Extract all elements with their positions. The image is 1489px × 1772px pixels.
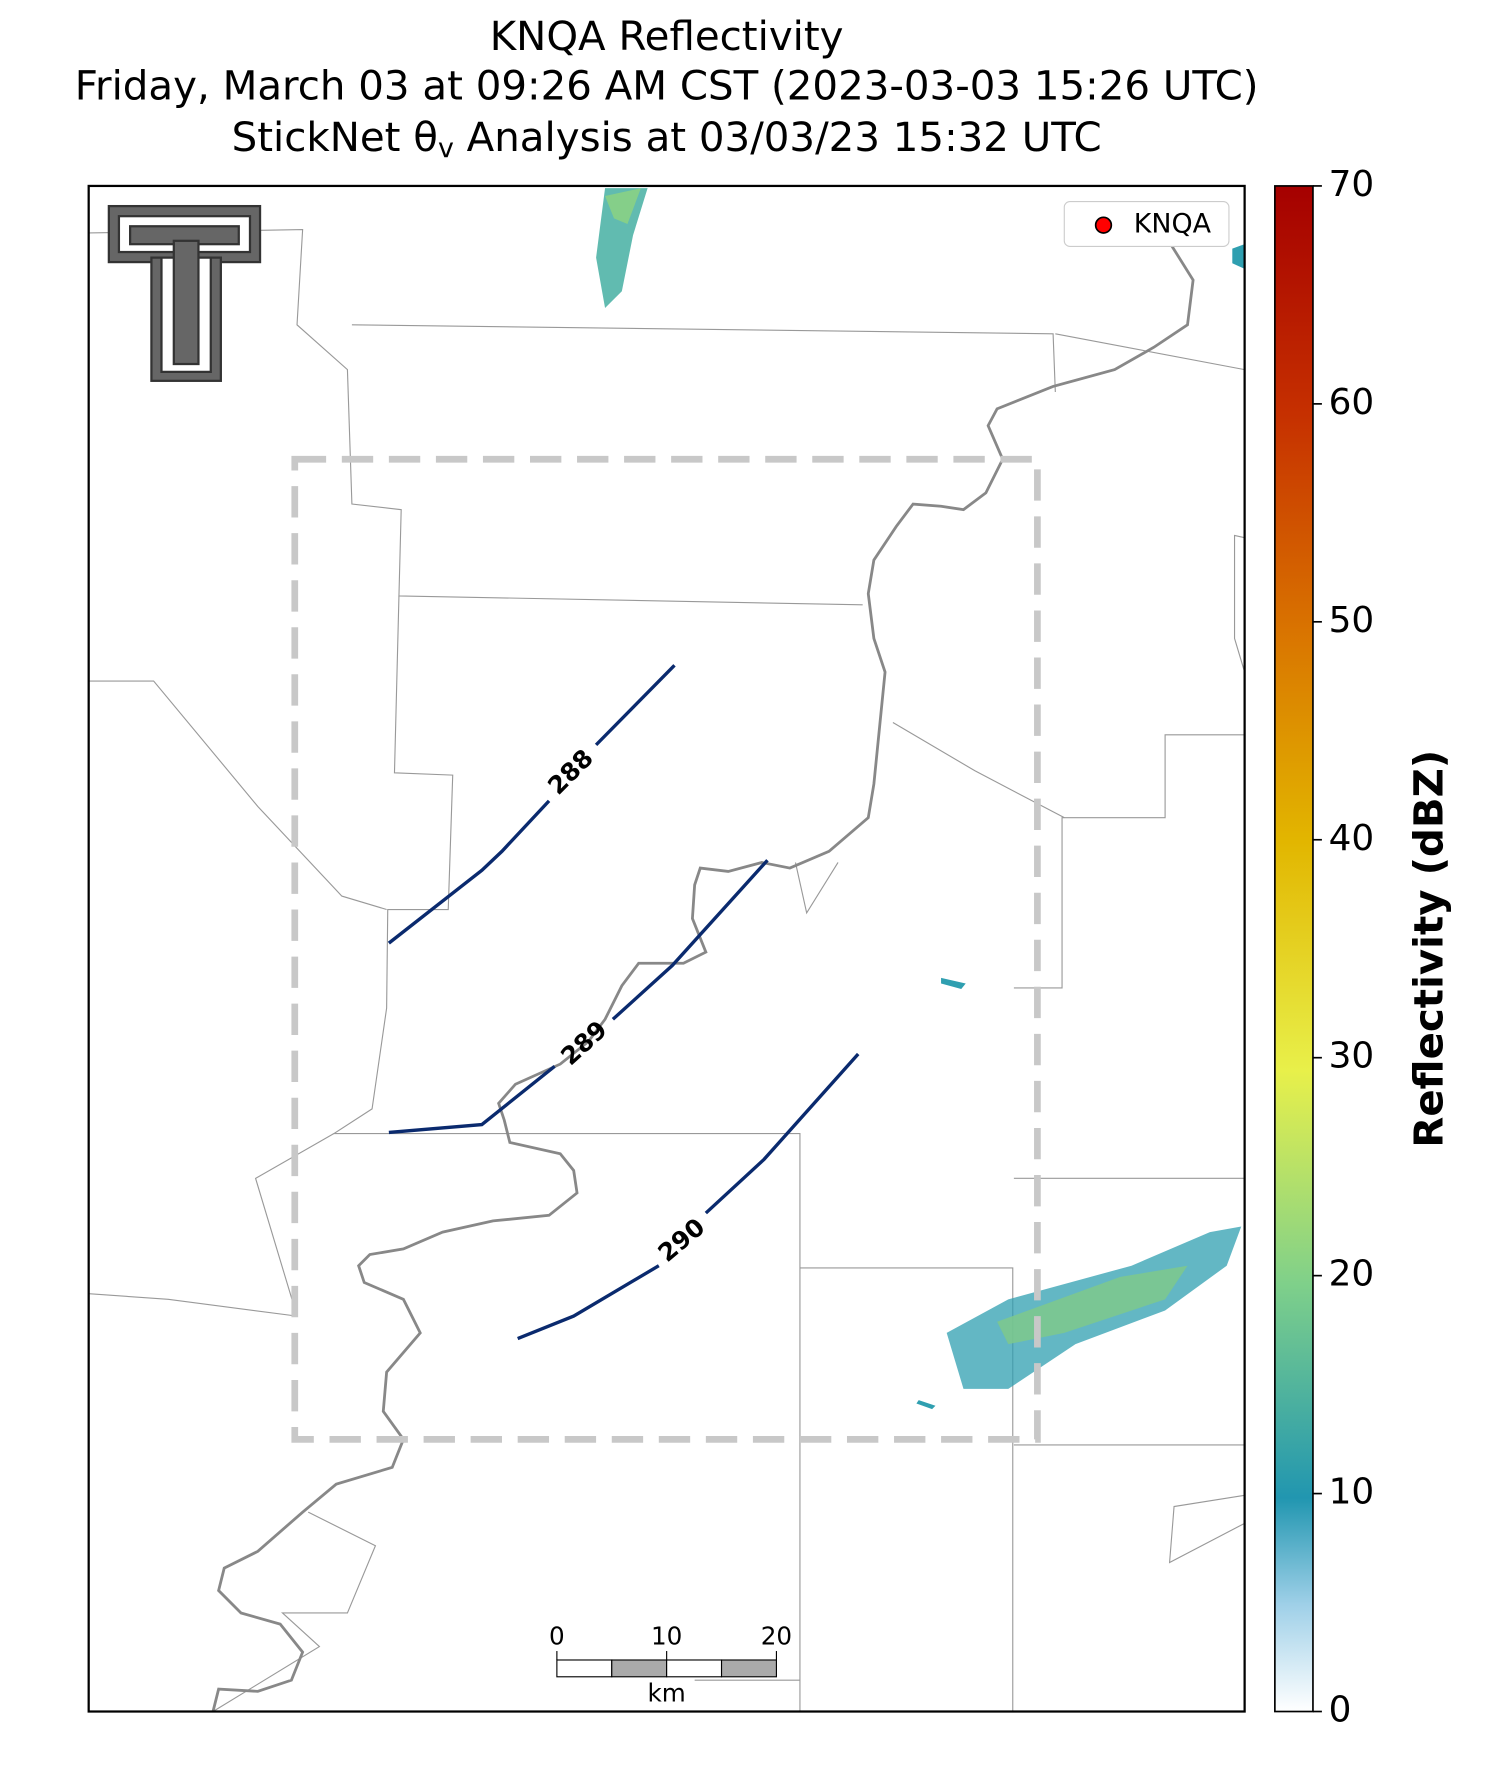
colorbar-label: Reflectivity (dBZ) [1406, 750, 1453, 1148]
title-text: StickNet θ [232, 114, 438, 161]
title-line: StickNet θv Analysis at 03/03/23 15:32 U… [232, 114, 1102, 163]
contour-line [704, 1052, 860, 1215]
colorbar-tick-label: 10 [1329, 1472, 1375, 1513]
colorbar-tick-label: 0 [1329, 1690, 1352, 1731]
map-frame [87, 184, 1246, 1713]
radar-echoes [596, 188, 1245, 1410]
scale-tick-label: 20 [761, 1622, 792, 1651]
colorbar-tick-label: 60 [1329, 382, 1375, 423]
scale-segment [666, 1659, 723, 1678]
scale-tick-label: 0 [549, 1622, 565, 1651]
scale-segment [611, 1659, 668, 1678]
analysis-domain [291, 455, 1041, 1443]
scale-segment [720, 1659, 777, 1678]
colorbar: Reflectivity (dBZ) 0 10 20 30 40 50 60 70 [1274, 164, 1453, 1731]
contour-line [517, 1264, 660, 1341]
map-background [88, 185, 1245, 1712]
legend: KNQA [1063, 201, 1230, 247]
colorbar-tick-label: 70 [1329, 164, 1375, 205]
colorbar-ramp [1274, 185, 1314, 1713]
river [211, 234, 1195, 1712]
title-subscript: v [438, 132, 454, 163]
title-line: Friday, March 03 at 09:26 AM CST (2023-0… [75, 62, 1259, 109]
title-text: Analysis at 03/03/23 15:32 UTC [454, 114, 1102, 161]
colorbar-tick-label: 20 [1329, 1254, 1375, 1295]
contour-line [387, 799, 551, 945]
legend-label: KNQA [1134, 209, 1212, 240]
title-line: KNQA Reflectivity [490, 13, 844, 60]
contour-line [594, 664, 676, 747]
colorbar-tick-label: 40 [1329, 818, 1375, 859]
colorbar-tick-label: 50 [1329, 600, 1375, 641]
colorbar-tick-label: 30 [1329, 1036, 1375, 1077]
logo [107, 204, 262, 382]
scale-tick-label: 10 [651, 1622, 682, 1651]
legend-box [1063, 201, 1230, 247]
scale-segment [556, 1659, 613, 1678]
legend-marker [1094, 216, 1113, 234]
contour-line [388, 1065, 556, 1135]
scale-bar: km 0 10 20 [549, 1622, 792, 1708]
contour-line [611, 859, 769, 1021]
scale-unit: km [648, 1679, 686, 1708]
